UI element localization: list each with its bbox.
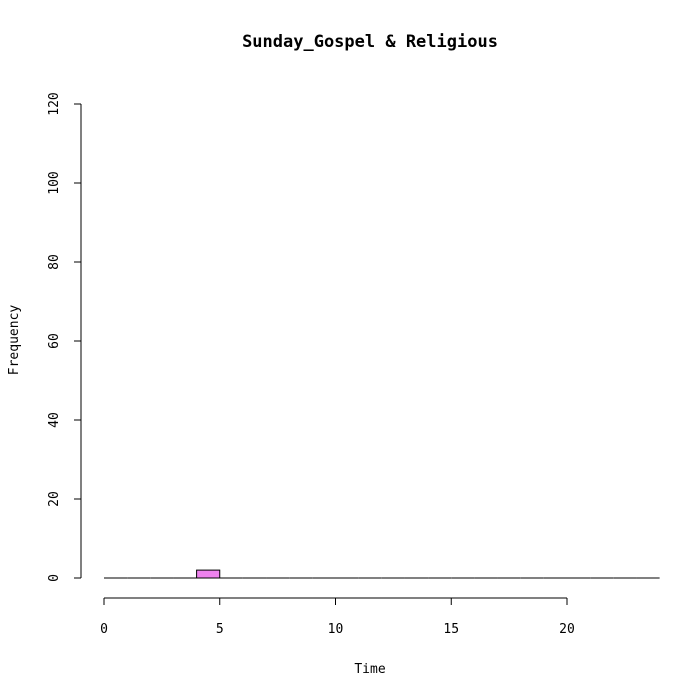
x-tick-label: 10 xyxy=(328,622,344,637)
y-tick-label: 40 xyxy=(47,412,62,428)
histogram-bars xyxy=(104,569,660,579)
y-tick-label: 120 xyxy=(47,92,62,115)
x-tick-label: 5 xyxy=(216,622,224,637)
x-axis: 0 5 10 15 20 xyxy=(100,597,575,637)
y-axis-label: Frequency xyxy=(7,305,22,376)
y-tick-label: 60 xyxy=(47,333,62,349)
y-tick-label: 20 xyxy=(47,491,62,507)
x-tick-label: 15 xyxy=(443,622,459,637)
x-axis-label: Time xyxy=(354,662,385,677)
x-tick-label: 0 xyxy=(100,622,108,637)
y-tick-label: 80 xyxy=(47,254,62,270)
bar-4-5 xyxy=(196,569,221,579)
chart-title: Sunday_Gospel & Religious xyxy=(242,32,498,52)
y-axis: 0 20 40 60 80 100 120 xyxy=(47,92,82,582)
y-tick-label: 100 xyxy=(47,171,62,194)
y-tick-label: 0 xyxy=(47,574,62,582)
x-tick-label: 20 xyxy=(559,622,575,637)
